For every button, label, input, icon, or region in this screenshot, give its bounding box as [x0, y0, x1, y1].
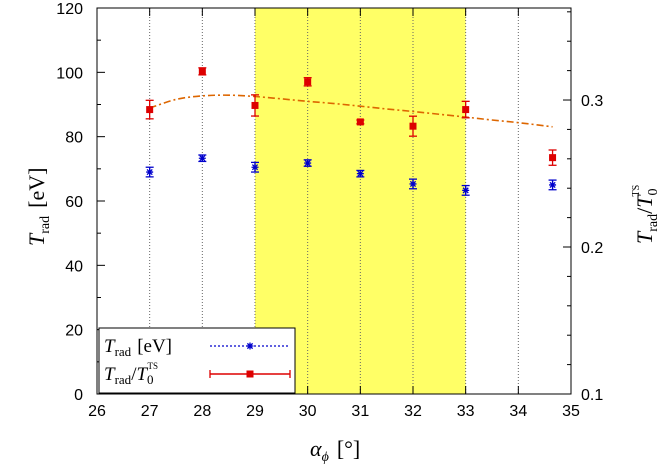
- y-right-tick-label: 0.1: [581, 387, 603, 404]
- trad-ratio-point-1: [198, 67, 206, 75]
- trad-ev-point-1: [198, 154, 206, 162]
- y-left-tick-label: 40: [65, 258, 83, 275]
- x-axis-title: αϕ [°]: [310, 436, 360, 465]
- y-left-tick-label: 100: [56, 65, 83, 82]
- legend: Trad [eV] Trad/T0TS: [98, 327, 296, 394]
- trad-ev-point-3: [304, 159, 312, 167]
- trad-ratio-point-7: [549, 154, 557, 162]
- y-right-tick-label: 0.2: [581, 240, 603, 257]
- series-trad-ev: [145, 154, 557, 196]
- y-left-tick-label: 60: [65, 194, 83, 211]
- x-tick-label: 33: [457, 403, 475, 420]
- x-tick-label: 35: [562, 403, 580, 420]
- trad-ev-point-0: [146, 168, 154, 176]
- y-left-axis-title: Trad[eV]: [24, 168, 53, 246]
- y-left-tick-label: 20: [65, 323, 83, 340]
- trad-ev-point-2: [251, 163, 259, 171]
- legend-label-trad-ev: Trad [eV]: [104, 336, 172, 359]
- y-right-axis-title: Trad/T0TS: [631, 185, 661, 244]
- fit-curve: [149, 94, 553, 128]
- trad-ratio-point-5: [409, 122, 417, 130]
- legend-marker-trad-ratio: [246, 370, 254, 378]
- trad-ratio-point-6: [462, 106, 470, 114]
- x-tick-label: 28: [193, 403, 211, 420]
- x-tick-label: 34: [509, 403, 527, 420]
- y-left-tick-label: 0: [74, 387, 83, 404]
- x-tick-label: 32: [404, 403, 422, 420]
- x-tick-label: 31: [351, 403, 369, 420]
- fit-curve-layer: [149, 94, 553, 128]
- y-right-tick-label: 0.3: [581, 93, 603, 110]
- y-left-tick-label: 120: [56, 1, 83, 18]
- trad-ev-point-6: [462, 186, 470, 194]
- series-trad-ratio: [145, 67, 557, 166]
- tick-labels: 26 27 28 29 30 31 32 33 34 35 0 20 40 60 80 100 120 0.1 0.…: [56, 1, 603, 420]
- trad-ev-point-4: [356, 170, 364, 178]
- legend-sample-trad-ratio: [209, 370, 291, 378]
- x-tick-label: 30: [299, 403, 317, 420]
- legend-sample-trad-ev: [210, 342, 290, 350]
- x-tick-label: 29: [246, 403, 264, 420]
- legend-box: [98, 327, 296, 394]
- trad-ev-point-7: [549, 181, 557, 189]
- legend-label-trad-ratio: Trad/T0TS: [104, 361, 158, 387]
- legend-marker-trad-ev: [246, 342, 254, 350]
- x-tick-label: 26: [88, 403, 106, 420]
- trad-ratio-point-0: [146, 106, 154, 114]
- trad-ratio-point-2: [251, 101, 259, 109]
- x-tick-label: 27: [141, 403, 159, 420]
- y-left-tick-label: 80: [65, 130, 83, 147]
- trad-ratio-point-4: [356, 118, 364, 126]
- trad-ratio-point-3: [304, 78, 312, 86]
- trad-ev-point-5: [409, 180, 417, 188]
